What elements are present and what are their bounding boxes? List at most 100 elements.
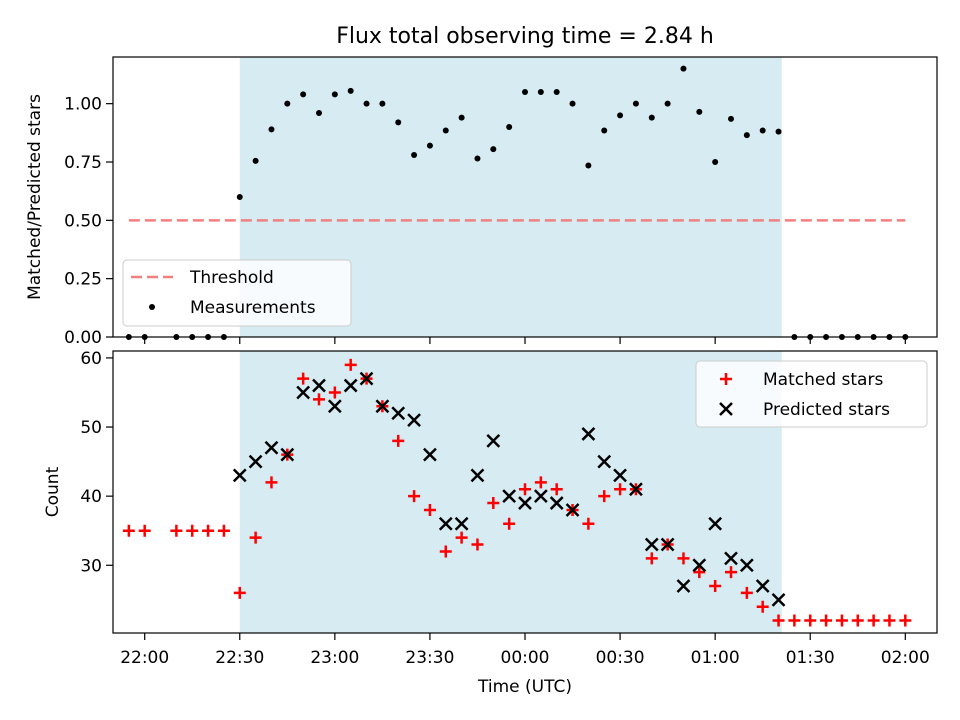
legend-predicted-swatch	[719, 402, 733, 416]
predicted-star-point	[312, 378, 326, 393]
y-tick-label: 0.75	[64, 153, 102, 173]
legend-matched-label: Matched stars	[763, 370, 883, 390]
predicted-star-point	[232, 468, 247, 483]
x-tick-label: 22:30	[215, 648, 264, 668]
measurement-point	[696, 108, 703, 115]
measurement-point	[347, 87, 354, 94]
measurement-point	[537, 89, 544, 95]
matched-star-point	[677, 552, 690, 565]
measurement-point	[331, 91, 338, 98]
matched-star-point	[614, 483, 627, 496]
plot-frame	[112, 350, 938, 634]
y-tick-label: 0.50	[64, 211, 102, 231]
measurement-point	[759, 127, 766, 134]
measurement-point	[506, 124, 513, 130]
measurement-point	[569, 100, 576, 107]
predicted-star-point	[660, 537, 675, 552]
legend-frame	[122, 259, 352, 327]
matched-star-point	[883, 614, 896, 627]
matched-star-point	[344, 358, 357, 371]
x-axis-label: Time (UTC)	[477, 677, 572, 697]
measurement-point	[743, 132, 750, 139]
measurement-point	[442, 127, 449, 134]
chart-title: Flux total observing time = 2.84 h	[336, 24, 714, 49]
measurement-point	[284, 100, 291, 107]
measurement-point	[712, 159, 719, 165]
y-tick-label: 0.00	[64, 328, 102, 348]
measurement-point	[585, 162, 592, 169]
x-tick-label: 01:00	[691, 648, 740, 668]
measurement-point	[411, 152, 418, 158]
matched-star-point	[471, 538, 484, 551]
predicted-star-point	[755, 579, 770, 593]
measurement-point	[617, 112, 624, 119]
matched-star-point	[645, 552, 658, 565]
measurement-point	[252, 157, 259, 164]
matched-star-point	[534, 476, 547, 489]
predicted-star-point	[549, 496, 564, 510]
y-tick-label: 1.00	[64, 95, 102, 115]
legend: Threshold Measurements	[122, 259, 352, 327]
matched-star-point	[265, 476, 278, 489]
matched-star-point	[725, 566, 737, 579]
matched-star-point	[709, 580, 722, 592]
predicted-star-point	[676, 579, 691, 593]
predicted-star-point	[486, 433, 501, 448]
legend-measurement-swatch	[149, 304, 155, 310]
measurement-point	[601, 127, 608, 134]
matched-star-point	[598, 490, 611, 503]
matched-star-point	[439, 545, 452, 558]
matched-star-point	[122, 524, 135, 537]
x-tick-label: 23:00	[310, 648, 359, 668]
predicted-star-point	[502, 489, 517, 504]
matched-star-point	[249, 531, 262, 544]
matched-star-point	[519, 483, 531, 496]
matched-star-point	[455, 531, 468, 544]
matched-star-point	[550, 483, 563, 496]
predicted-star-point	[692, 558, 707, 573]
matched-star-point	[202, 524, 215, 537]
matched-star-point	[772, 614, 785, 627]
observing-interval-shade	[239, 351, 782, 633]
predicted-star-point	[327, 399, 342, 414]
predicted-star-point	[470, 468, 485, 483]
measurement-point	[316, 110, 322, 116]
measurement-point	[680, 65, 687, 72]
y-tick-label: 30	[80, 556, 102, 576]
predicted-star-point	[359, 371, 374, 386]
matched-star-point	[740, 586, 753, 599]
x-tick-label: 01:30	[786, 648, 835, 668]
matched-star-point	[835, 614, 848, 627]
predicted-star-point	[248, 454, 263, 469]
measurement-point	[490, 146, 497, 153]
legend-threshold-label: Threshold	[189, 268, 274, 288]
measurement-point	[395, 119, 402, 126]
bottom-subplot: 30 40 50 60 Count 22:00 22:30 23:00 23:30 00:00 00…	[43, 349, 938, 697]
predicted-star-point	[438, 516, 453, 531]
measurement-point	[632, 100, 639, 107]
predicted-star-point	[565, 503, 580, 517]
predicted-star-point	[771, 592, 786, 607]
matched-star-point	[313, 393, 325, 406]
y-axis-label: Matched/Predicted stars	[25, 94, 45, 300]
matched-star-point	[328, 386, 341, 399]
x-tick-label: 23:30	[405, 648, 454, 668]
predicted-star-point	[724, 551, 738, 566]
matched-star-point	[788, 614, 801, 627]
matched-star-point	[582, 517, 595, 530]
matched-star-point	[186, 524, 199, 537]
measurement-point	[664, 100, 671, 107]
measurement-point	[522, 89, 528, 95]
matched-star-point	[693, 566, 706, 579]
predicted-star-point	[391, 406, 406, 421]
matched-star-point	[899, 614, 912, 627]
matched-star-point	[867, 614, 880, 627]
measurement-point	[553, 89, 560, 95]
measurement-point	[648, 114, 655, 121]
top-subplot: 0.00 0.25 0.50 0.75 1.00 Matched/Predicted st…	[25, 56, 938, 348]
x-tick-label: 02:00	[881, 648, 930, 668]
plot-frame	[112, 56, 938, 338]
measurement-point	[363, 100, 370, 107]
matched-star-point	[392, 434, 405, 447]
